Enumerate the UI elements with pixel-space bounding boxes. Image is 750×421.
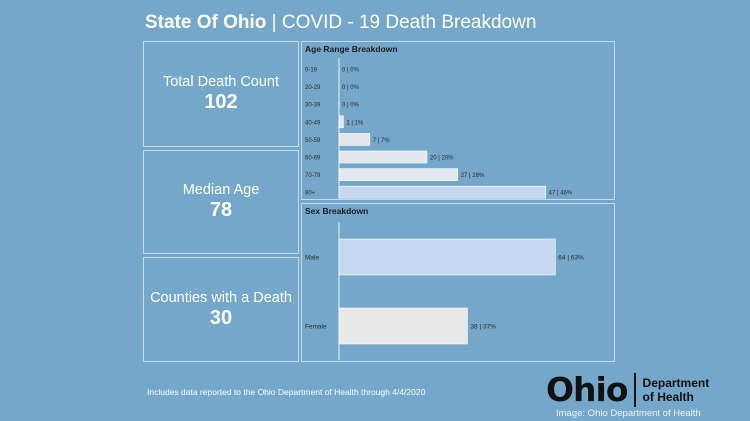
bar [338, 185, 546, 199]
title-rest: | COVID - 19 Death Breakdown [266, 12, 537, 33]
page-title: State Of Ohio | COVID - 19 Death Breakdo… [145, 12, 705, 34]
data-label: 7 | 7% [373, 138, 391, 144]
sex-title: Sex Breakdown [305, 206, 369, 216]
counties-value: 30 [209, 306, 233, 329]
bar [338, 307, 468, 345]
image-credit: Image: Ohio Department of Health [556, 408, 701, 419]
total-death-card: Total Death Count 102 [143, 41, 299, 147]
age-range-panel: Age Range Breakdown 0-19 0 | 0% 20-29 0 | 0… [301, 41, 615, 200]
data-label: 38 | 37% [470, 324, 496, 331]
footnote: Includes data reported to the Ohio Depar… [147, 387, 426, 397]
logo-department: Department of Health [643, 376, 710, 404]
category-label: 40-49 [305, 120, 321, 126]
sex-panel: Sex Breakdown Male 64 | 63% Female 38 | 37% [301, 203, 615, 362]
bar [338, 115, 344, 129]
sex-chart: Male 64 | 63% Female 38 | 37% [305, 222, 584, 360]
category-label: Female [305, 324, 327, 331]
median-age-value: 78 [209, 199, 233, 221]
data-label: 27 | 26% [461, 173, 485, 179]
bar [338, 238, 556, 276]
data-label: 47 | 46% [549, 191, 573, 197]
bar [338, 168, 459, 181]
data-label: 0 | 0% [342, 103, 360, 109]
category-label: 20-29 [305, 85, 321, 91]
logo-dept-line1: Department [642, 376, 710, 390]
category-label: Male [305, 255, 319, 262]
data-label: 64 | 63% [558, 255, 584, 262]
logo-wordmark: Ohio [546, 370, 629, 409]
category-label: 50-59 [305, 138, 321, 144]
category-label: 60-69 [305, 156, 321, 162]
counties-label: Counties with a Death [150, 289, 292, 306]
bar [338, 133, 371, 146]
category-label: 30-39 [305, 103, 321, 109]
data-label: 1 | 1% [346, 120, 364, 126]
data-label: 20 | 20% [430, 156, 454, 162]
odh-logo: Ohio Department of Health [546, 370, 746, 410]
age-range-title: Age Range Breakdown [305, 44, 398, 54]
data-label: 0 | 0% [342, 68, 360, 74]
title-state: State Of Ohio [145, 12, 267, 33]
category-label: 70-79 [305, 173, 321, 179]
age-range-chart: 0-19 0 | 0% 20-29 0 | 0% 30-39 0 | 0% 40-49 1 |… [305, 58, 573, 199]
counties-card: Counties with a Death 30 [143, 257, 299, 362]
bar [338, 150, 428, 164]
data-label: 0 | 0% [342, 85, 360, 91]
total-death-value: 102 [204, 91, 238, 113]
median-age-label: Median Age [182, 182, 260, 198]
category-label: 80+ [305, 191, 316, 197]
category-label: 0-19 [305, 68, 318, 74]
total-death-label: Total Death Count [162, 74, 280, 90]
logo-dept-line2: of Health [642, 390, 694, 404]
median-age-card: Median Age 78 [143, 150, 299, 254]
logo-divider [633, 373, 636, 407]
